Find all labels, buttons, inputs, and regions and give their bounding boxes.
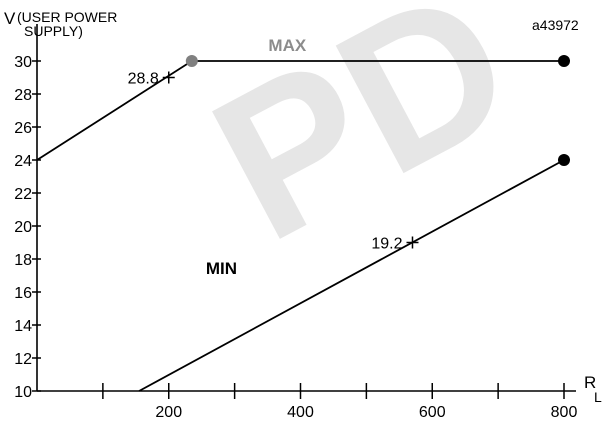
axes (36, 24, 576, 392)
x-ticks: 200 400 600 800 (102, 383, 578, 421)
y-tick-label: 22 (14, 186, 32, 203)
series-marker-min (558, 154, 570, 166)
y-tick-label: 18 (14, 252, 32, 269)
series-marker-max (558, 55, 570, 67)
x-tick-label: 800 (551, 404, 578, 421)
x-tick-label: 400 (287, 404, 314, 421)
y-tick-label: 28 (14, 87, 32, 104)
y-axis-label-line2: SUPPLY) (24, 23, 83, 39)
annotation-label-max: 28.8 (128, 71, 159, 88)
x-axis-label: R (584, 373, 596, 392)
y-tick-label: 24 (14, 153, 32, 170)
y-axis-label-line1: (USER POWER (17, 9, 117, 25)
y-axis-label: V (4, 9, 16, 28)
y-tick-label: 14 (14, 318, 32, 335)
annotation-label-min: 19.2 (371, 236, 402, 253)
y-tick-label: 10 (14, 384, 32, 401)
y-tick-label: 20 (14, 219, 32, 236)
y-tick-label: 26 (14, 120, 32, 137)
series-label-min: MIN (206, 259, 237, 278)
y-tick-label: 12 (14, 351, 32, 368)
series-group: 28.8 MAX 19.2 MIN (36, 36, 570, 392)
x-axis-label-subscript: L (594, 389, 602, 405)
watermark: PD (178, 0, 546, 285)
series-label-max: MAX (268, 36, 306, 55)
series-marker-max (185, 55, 198, 67)
figure-id: a43972 (532, 17, 579, 33)
y-tick-label: 30 (14, 54, 32, 71)
x-tick-label: 200 (155, 404, 182, 421)
series-line-min (138, 159, 565, 392)
x-tick-label: 600 (419, 404, 446, 421)
y-ticks: 10 12 14 16 18 20 22 24 26 28 30 (14, 54, 41, 401)
y-tick-label: 16 (14, 285, 32, 302)
